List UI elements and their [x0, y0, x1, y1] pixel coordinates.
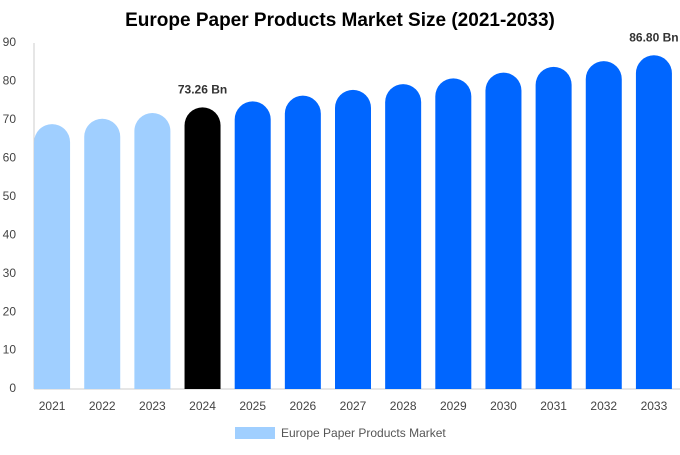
bar: [134, 112, 171, 390]
y-tick-label: 50: [3, 189, 17, 203]
chart-title: Europe Paper Products Market Size (2021-…: [125, 10, 555, 31]
x-tick-label: 2024: [189, 399, 216, 413]
x-tick-label: 2030: [490, 399, 517, 413]
x-tick-label: 2027: [340, 399, 367, 413]
bar: [335, 89, 371, 389]
y-tick-label: 10: [3, 343, 17, 357]
x-tick-label: 2026: [289, 399, 316, 413]
x-tick-label: 2031: [540, 399, 567, 413]
value-label: 73.26 Bn: [178, 83, 227, 97]
bar: [84, 118, 121, 390]
y-tick-label: 80: [3, 74, 17, 88]
value-label: 86.80 Bn: [629, 30, 678, 44]
bar: [635, 55, 672, 390]
y-tick-label: 60: [3, 151, 17, 165]
y-tick-label: 30: [3, 266, 17, 280]
x-tick-label: 2029: [440, 399, 467, 413]
bar: [435, 78, 472, 389]
bar: [485, 72, 522, 389]
bar: [284, 95, 321, 390]
bar: [585, 61, 622, 390]
x-tick-label: 2022: [89, 399, 116, 413]
y-tick-label: 40: [3, 227, 17, 241]
bar: [34, 124, 71, 390]
bar: [184, 107, 221, 389]
x-tick-label: 2028: [390, 399, 417, 413]
bar: [234, 101, 271, 389]
x-tick-label: 2025: [239, 399, 266, 413]
bar: [385, 84, 422, 389]
y-tick-label: 90: [3, 35, 17, 49]
y-tick-label: 20: [3, 304, 17, 318]
y-tick-label: 70: [3, 112, 17, 126]
x-tick-label: 2021: [39, 399, 66, 413]
x-tick-label: 2033: [641, 399, 668, 413]
legend-swatch: [235, 427, 275, 439]
x-tick-label: 2023: [139, 399, 166, 413]
legend-label: Europe Paper Products Market: [281, 426, 446, 440]
x-tick-label: 2032: [590, 399, 617, 413]
y-tick-label: 0: [9, 381, 16, 395]
bar: [535, 66, 572, 389]
